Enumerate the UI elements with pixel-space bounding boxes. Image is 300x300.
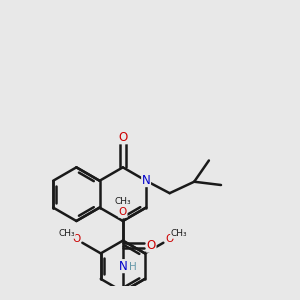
Text: CH₃: CH₃ — [58, 229, 75, 238]
Text: H: H — [129, 262, 137, 272]
Text: N: N — [142, 174, 151, 187]
Text: O: O — [118, 131, 128, 144]
Text: CH₃: CH₃ — [115, 197, 131, 206]
Text: CH₃: CH₃ — [171, 229, 187, 238]
Text: N: N — [119, 260, 128, 273]
Text: O: O — [166, 234, 174, 244]
Text: O: O — [119, 207, 127, 217]
Text: O: O — [147, 239, 156, 252]
Text: O: O — [72, 234, 80, 244]
